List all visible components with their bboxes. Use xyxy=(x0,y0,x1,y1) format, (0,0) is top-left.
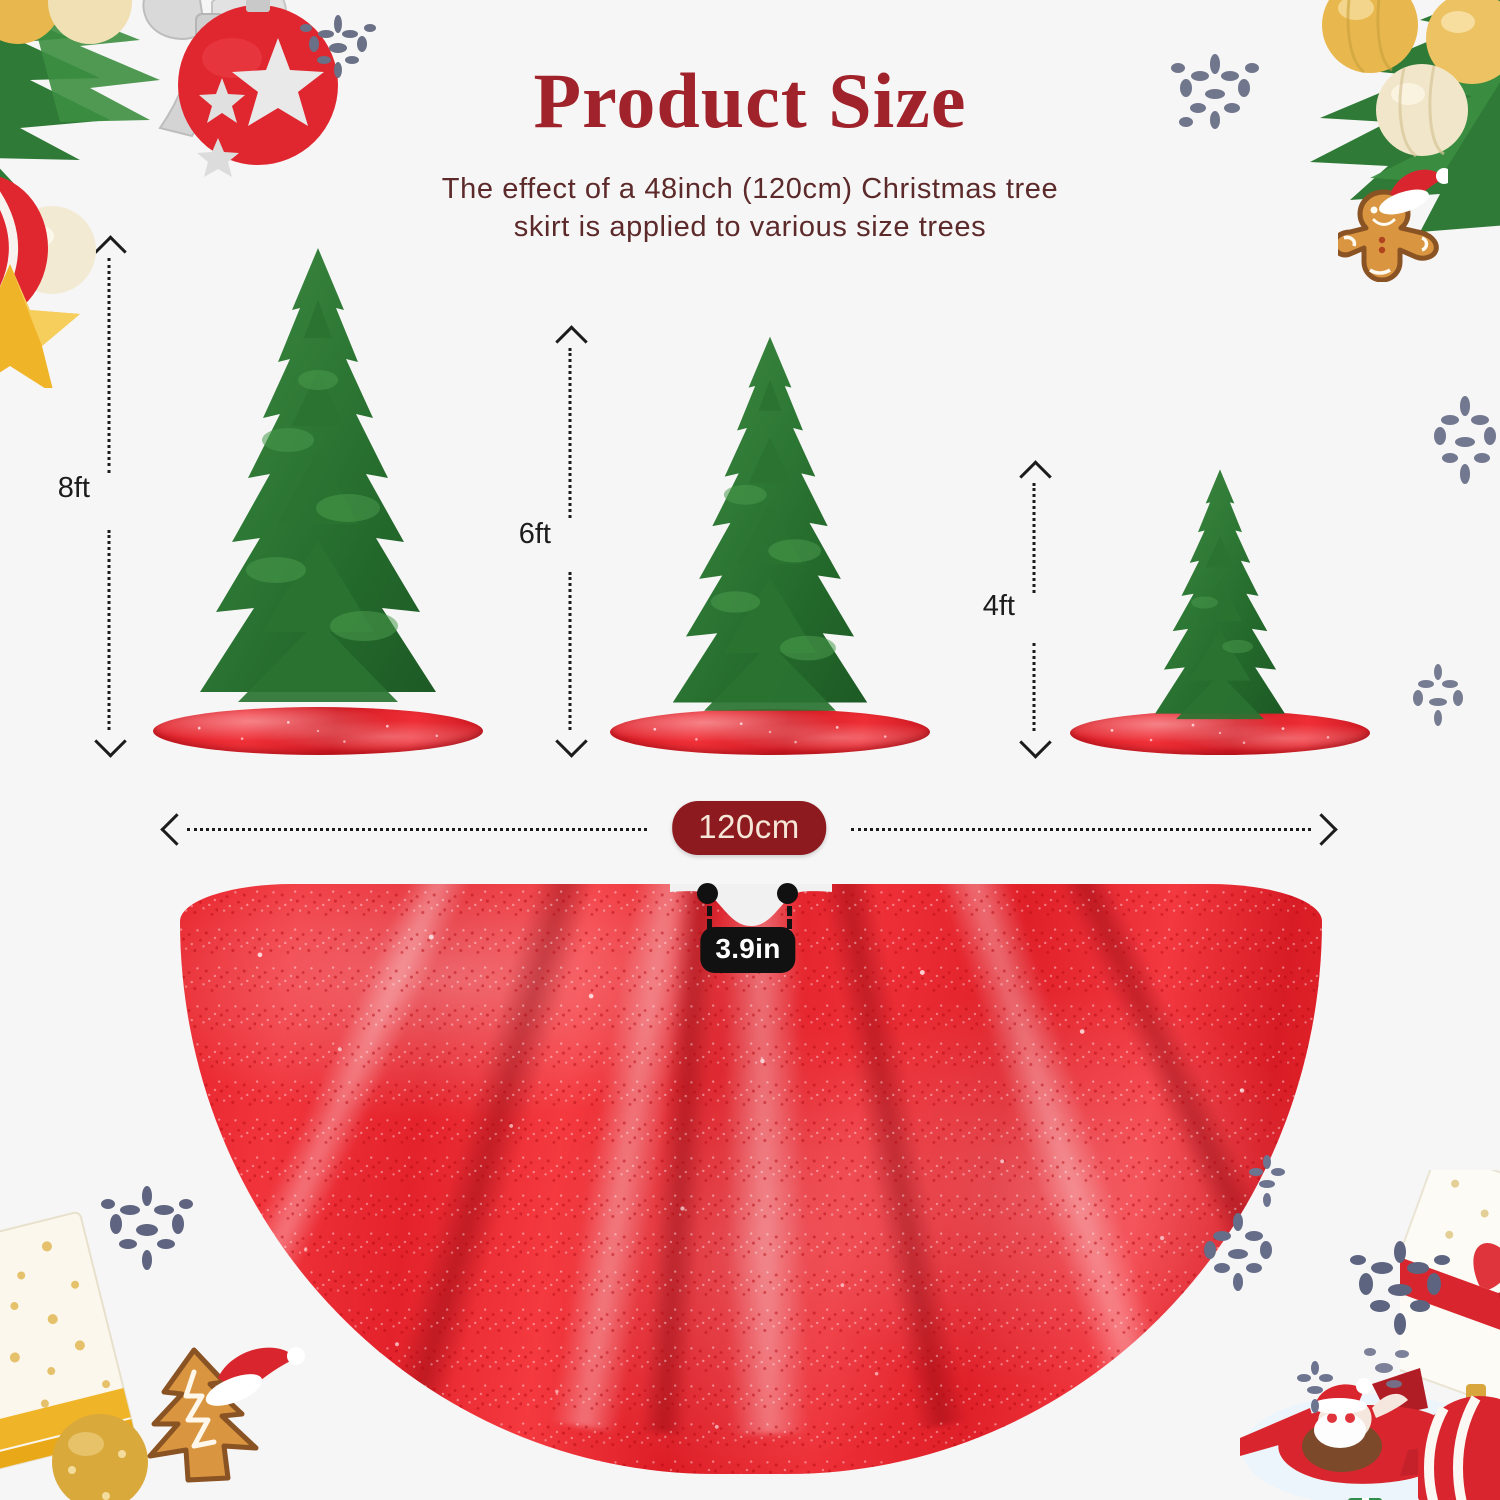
decor-gingerbread-man xyxy=(1331,162,1452,287)
christmas-tree-6ft-icon xyxy=(672,336,868,711)
snow-trail xyxy=(1364,1348,1409,1388)
skirt-sequin-highlights xyxy=(180,884,1322,1474)
dimension-line-4ft-upper xyxy=(1032,483,1036,593)
height-label-8ft: 8ft xyxy=(57,472,90,504)
christmas-tree-4ft-icon xyxy=(1155,469,1285,720)
christmas-tree-8ft-icon xyxy=(199,248,436,702)
arrow-down-icon-4ft xyxy=(1019,726,1052,759)
gift-box-red-ribbon-icon xyxy=(1363,1150,1500,1421)
tree-skirt-8ft xyxy=(152,707,483,755)
page-title: Product Size xyxy=(533,57,967,144)
height-label-6ft: 6ft xyxy=(518,518,551,550)
cream-bauble-1 xyxy=(48,0,132,44)
page-subtitle: The effect of a 48inch (120cm) Christmas… xyxy=(370,170,1130,247)
snowflake-icon xyxy=(1413,664,1463,726)
tree-skirt-6ft xyxy=(610,709,930,755)
gingerbread-man-santa-hat-icon xyxy=(1331,168,1452,283)
hole-badge-3-9in: 3.9in xyxy=(700,927,796,973)
dimension-line-width-right xyxy=(851,828,1311,831)
snowflake-right-mid xyxy=(1420,390,1500,505)
gold-star-icon xyxy=(0,264,80,394)
snowflake-right-lower xyxy=(1398,660,1478,735)
tree-6ft xyxy=(605,330,935,755)
dimension-line-8ft-lower xyxy=(107,530,111,730)
arrow-down-icon-6ft xyxy=(555,725,588,758)
arrow-up-icon-6ft xyxy=(555,325,588,358)
striped-ornament-icon xyxy=(0,176,48,320)
santa-figure xyxy=(1311,1378,1408,1448)
cream-bauble-2 xyxy=(8,206,96,294)
arrow-down-icon-8ft xyxy=(94,725,127,758)
dimension-line-6ft-lower xyxy=(568,572,572,730)
snowflake-bottom-right-2 xyxy=(1340,1238,1460,1353)
height-dimension-4ft: 4ft xyxy=(983,460,1052,759)
decor-left-striped-ornament xyxy=(0,170,82,345)
decor-gift-box-right xyxy=(1363,1150,1500,1435)
gold-bauble-1 xyxy=(0,0,62,44)
width-dimension-120cm: 120cm xyxy=(160,801,1338,855)
hole-measure-line-left xyxy=(707,893,712,955)
santa-hat-icon xyxy=(1379,168,1452,215)
subtitle-line-1: The effect of a 48inch (120cm) Christmas… xyxy=(441,173,1059,205)
arrow-right-icon-width xyxy=(1305,813,1338,846)
height-dimension-6ft: 6ft xyxy=(519,325,588,758)
height-dimension-8ft: 8ft xyxy=(58,235,127,758)
hole-measure-line-right xyxy=(787,893,792,955)
arrow-up-icon-4ft xyxy=(1019,460,1052,493)
tree-4ft xyxy=(1065,465,1375,755)
decor-gold-star xyxy=(0,258,108,394)
width-badge-120cm: 120cm xyxy=(672,801,826,855)
decor-striped-ornament-right xyxy=(1412,1382,1500,1500)
decor-gold-bauble-bottom xyxy=(48,1410,158,1500)
snowflake-icon xyxy=(1350,1241,1450,1335)
dimension-line-4ft-lower xyxy=(1032,643,1036,731)
arrow-up-icon-8ft xyxy=(94,235,127,268)
snowflake-icon xyxy=(1434,396,1496,484)
subtitle-line-2: skirt is applied to various size trees xyxy=(513,211,987,244)
tree-8ft xyxy=(145,240,490,755)
dimension-line-6ft-upper xyxy=(568,348,572,518)
height-label-4ft: 4ft xyxy=(982,590,1015,622)
striped-ornament-icon xyxy=(1412,1384,1500,1500)
gold-bauble-icon xyxy=(52,1414,148,1500)
tree-skirt-product xyxy=(180,884,1322,1474)
dimension-line-8ft-upper xyxy=(107,258,111,473)
decor-top-right xyxy=(1120,0,1500,290)
dimension-line-width-left xyxy=(187,828,647,831)
